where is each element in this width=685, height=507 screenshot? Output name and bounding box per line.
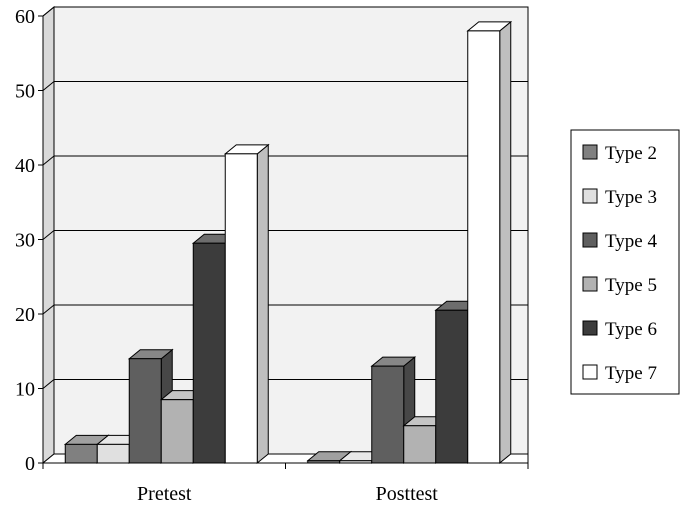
y-tick-label: 60 — [15, 6, 35, 28]
y-tick-label: 30 — [15, 230, 35, 252]
bar — [466, 20, 513, 465]
legend-label: Type 5 — [605, 275, 657, 296]
bar-front — [403, 425, 437, 464]
bars — [63, 20, 513, 465]
bar-side — [256, 143, 269, 465]
legend: Type 2 Type 3 Type 4 Type 5 Type 6 Type 7 — [570, 129, 680, 395]
bar-side — [499, 20, 512, 465]
y-tick-label: 10 — [15, 379, 35, 401]
legend-swatch — [582, 320, 598, 336]
y-tick-label: 0 — [25, 453, 35, 475]
bar-front — [96, 443, 130, 464]
legend-label: Type 2 — [605, 143, 657, 164]
gridline-side — [42, 155, 55, 166]
bar-front — [128, 358, 162, 464]
legend-swatch — [582, 144, 598, 160]
bar-front — [435, 309, 469, 464]
y-tick-label: 50 — [15, 81, 35, 103]
legend-box — [570, 129, 680, 395]
x-category-label: Posttest — [376, 483, 439, 505]
gridline-side — [42, 81, 55, 91]
gridline-side — [42, 230, 55, 240]
bar-front — [224, 153, 258, 464]
legend-label: Type 3 — [605, 187, 657, 208]
gridline-side — [42, 379, 55, 389]
legend-swatch — [582, 276, 598, 292]
bar-front — [371, 365, 405, 464]
legend-swatch — [582, 188, 598, 204]
y-axis-ticks: 0 10 20 30 40 50 60 — [15, 6, 35, 475]
legend-label: Type 4 — [605, 231, 657, 252]
y-tick-label: 40 — [15, 155, 35, 177]
legend-swatch — [582, 232, 598, 248]
y-tick-label: 20 — [15, 304, 35, 326]
legend-label: Type 6 — [605, 319, 657, 340]
x-category-label: Pretest — [137, 483, 192, 505]
legend-swatch — [582, 364, 598, 380]
x-axis-labels: Pretest Posttest — [137, 483, 438, 505]
axes — [38, 15, 529, 469]
gridline-side — [42, 304, 55, 315]
bar-front — [64, 443, 98, 464]
bar-front — [160, 399, 194, 464]
gridline-side — [42, 6, 55, 17]
bar-front — [192, 242, 226, 464]
bar-front — [467, 30, 501, 464]
bar — [223, 143, 270, 465]
legend-label: Type 7 — [605, 363, 657, 384]
